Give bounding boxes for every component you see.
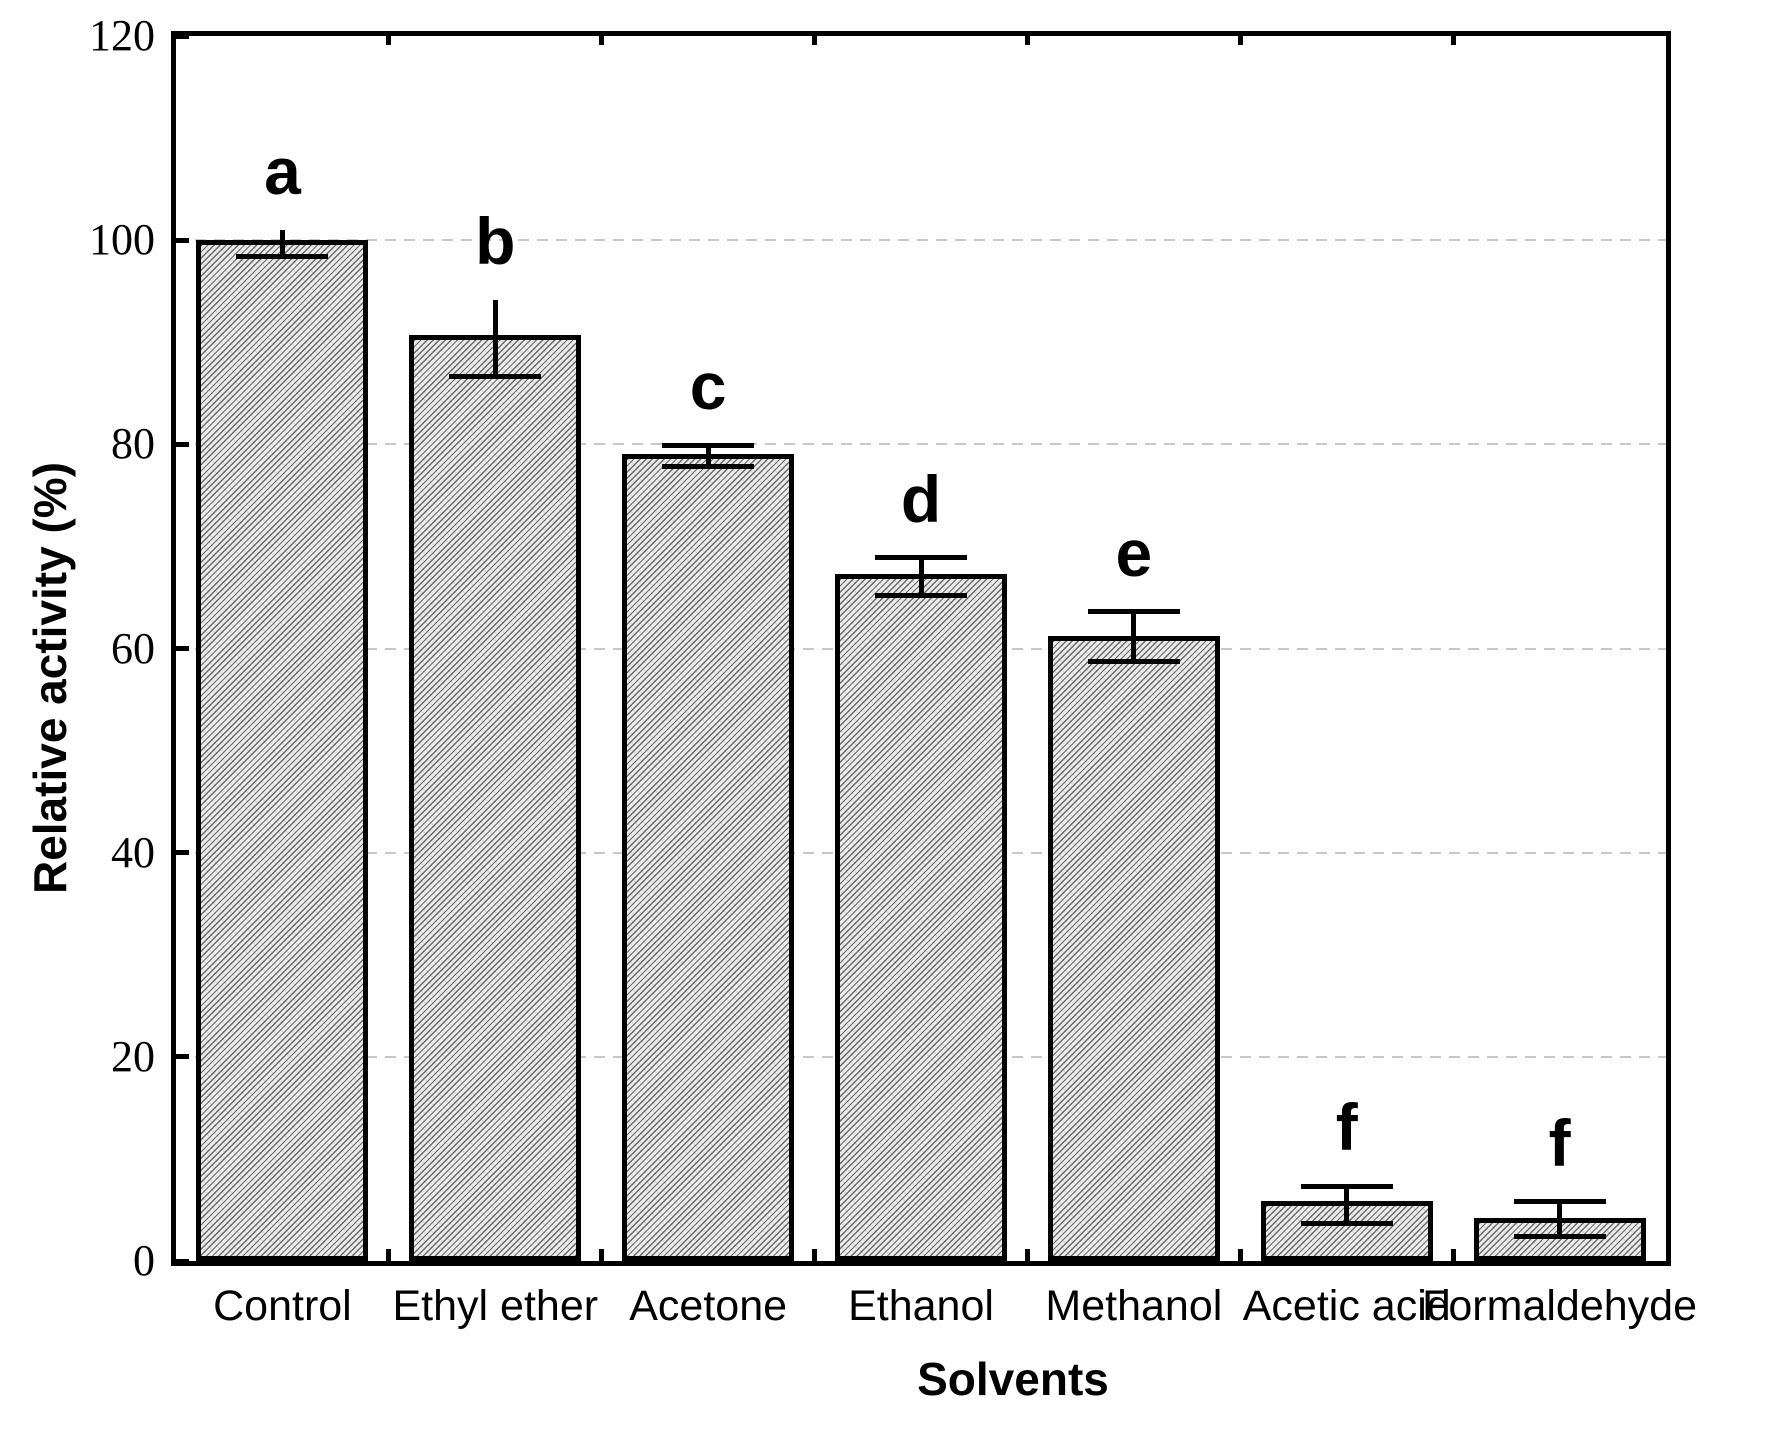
y-axis-tick (176, 646, 189, 651)
bar (409, 335, 582, 1261)
error-bar-cap-top (1513, 1199, 1606, 1205)
x-category-label: Control (213, 1282, 352, 1330)
x-axis-tick-top (1450, 36, 1456, 45)
error-bar-cap-bottom (236, 254, 329, 259)
bar (835, 573, 1007, 1261)
error-bar-line (1344, 1186, 1350, 1224)
plot-area: a b c d e f f (171, 31, 1671, 1266)
significance-letter: d (900, 461, 942, 536)
significance-letter: a (264, 133, 301, 208)
y-axis-tick (176, 33, 189, 39)
y-tick-label: 120 (89, 11, 155, 60)
y-tick-label: 40 (111, 827, 155, 877)
x-axis-tick-bottom (1450, 1249, 1456, 1261)
y-axis-tick (176, 237, 189, 243)
error-bar-cap-bottom (662, 464, 755, 470)
error-bar-cap-top (1087, 609, 1180, 615)
error-bar-line (492, 300, 498, 377)
error-bar-line (1557, 1201, 1563, 1237)
y-tick-label: 100 (89, 215, 155, 265)
error-bar-line (705, 445, 711, 467)
error-bar-cap-top (662, 442, 755, 448)
error-bar-line (1131, 611, 1137, 662)
gridline (176, 239, 1666, 242)
error-bar-cap-bottom (875, 592, 967, 598)
y-tick-label: 20 (111, 1031, 155, 1081)
error-bar-cap-bottom (1300, 1220, 1393, 1226)
significance-letter: c (689, 349, 727, 424)
x-category-label: Acetone (629, 1282, 788, 1330)
error-bar-line (279, 229, 285, 257)
x-category-label: Methanol (1045, 1282, 1223, 1330)
x-category-label: Acetic acid (1242, 1282, 1451, 1330)
error-bar-cap-bottom (449, 374, 542, 380)
y-tick-label: 60 (111, 623, 155, 673)
x-axis-tick-bottom (386, 1249, 392, 1261)
x-category-label: Formaldehyde (1422, 1282, 1697, 1330)
significance-letter: f (1548, 1105, 1571, 1180)
x-axis-tick-bottom (1024, 1249, 1030, 1261)
error-bar-cap-top (875, 555, 967, 561)
bar (1260, 1200, 1433, 1261)
y-axis-tick (176, 850, 189, 856)
x-axis-tick-bottom (599, 1249, 605, 1261)
x-category-label: Ethanol (848, 1282, 994, 1330)
x-axis-tick-top (1024, 36, 1030, 45)
error-bar-line (918, 557, 924, 596)
bar (196, 240, 369, 1261)
y-axis-tick (176, 1054, 189, 1060)
error-bar-cap-bottom (1087, 659, 1180, 665)
y-axis-tick (176, 1258, 189, 1264)
significance-letter: b (475, 204, 516, 279)
bar (622, 453, 795, 1261)
x-category-label: Ethyl ether (392, 1282, 599, 1330)
error-bar-cap-top (1300, 1183, 1393, 1189)
x-axis-tick-bottom (1237, 1249, 1243, 1261)
y-axis-tick (176, 441, 189, 447)
y-tick-label: 0 (133, 1236, 155, 1285)
x-axis-tick-top (386, 36, 392, 45)
significance-letter: e (1115, 515, 1153, 590)
x-axis-tick-bottom (812, 1249, 818, 1261)
gridline (176, 443, 1666, 446)
x-axis-title: Solvents (917, 1353, 1109, 1405)
x-axis-tick-top (1237, 36, 1243, 45)
significance-letter: f (1335, 1090, 1358, 1165)
y-tick-label: 80 (111, 419, 155, 469)
x-axis-tick-top (812, 36, 818, 45)
error-bar-cap-bottom (1513, 1234, 1606, 1239)
bar (1047, 636, 1220, 1261)
x-axis-tick-top (599, 36, 605, 45)
